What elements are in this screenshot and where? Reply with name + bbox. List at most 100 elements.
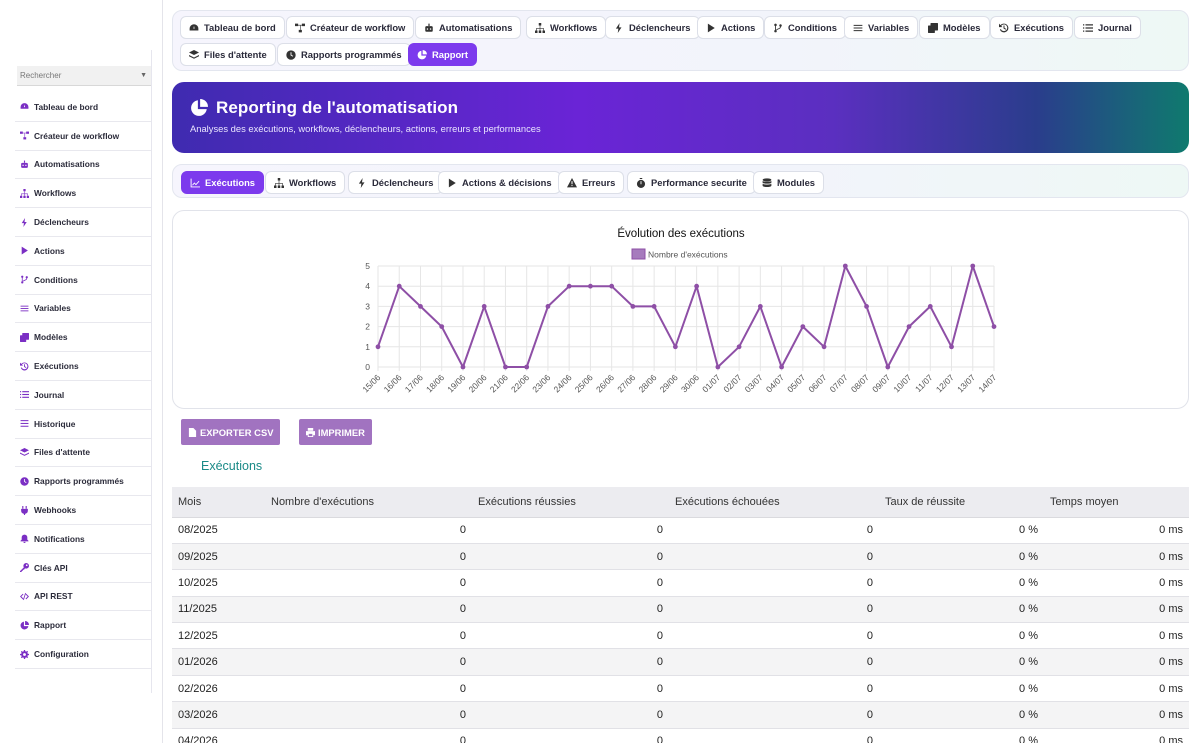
x-tick-label: 06/07 (806, 372, 828, 394)
sidebar-item-tableau-de-bord[interactable]: Tableau de bord (15, 93, 151, 122)
branch-icon (773, 23, 783, 33)
sidebar-item-cles-api[interactable]: Clés API (15, 554, 151, 583)
sidebar-search-select[interactable]: Rechercher ▼ (17, 66, 151, 86)
sidebar-item-label: Automatisations (34, 159, 100, 170)
tab-conditions[interactable]: Conditions (764, 16, 846, 39)
table-cell: 0 (669, 543, 879, 571)
column-header[interactable]: Exécutions échouées (669, 487, 879, 518)
sidebar-item-createur-de-workflow[interactable]: Créateur de workflow (15, 122, 151, 151)
sidebar-item-automatisations[interactable]: Automatisations (15, 151, 151, 180)
column-header[interactable]: Exécutions réussies (472, 487, 669, 518)
tab-tableau-de-bord[interactable]: Tableau de bord (180, 16, 285, 39)
branch-icon (19, 274, 30, 285)
tab-files-d-attente[interactable]: Files d'attente (180, 43, 276, 66)
table-cell: 0 % (879, 728, 1044, 743)
table-row: 04/2026 0 0 0 0 % 0 ms (172, 728, 1189, 743)
tab-workflows[interactable]: Workflows (526, 16, 607, 39)
clock-icon (286, 49, 296, 60)
sidebar-item-journal[interactable]: Journal (15, 381, 151, 410)
sidebar-item-webhooks[interactable]: Webhooks (15, 496, 151, 525)
sidebar-item-variables[interactable]: Variables (15, 295, 151, 324)
tab-label: Rapports programmés (301, 49, 402, 60)
column-header[interactable]: Temps moyen (1044, 487, 1189, 518)
sidebar-item-api-rest[interactable]: API REST (15, 583, 151, 612)
tab-declencheurs[interactable]: Déclencheurs (605, 16, 700, 39)
report-tab-erreurs[interactable]: Erreurs (558, 171, 625, 194)
sidebar-item-modeles[interactable]: Modèles (15, 323, 151, 353)
x-tick-label: 10/07 (891, 372, 913, 394)
x-tick-label: 22/06 (509, 372, 531, 394)
report-tab-actions-decisions[interactable]: Actions & décisions (438, 171, 561, 194)
sidebar-item-executions[interactable]: Exécutions (15, 352, 151, 381)
sidebar-item-declencheurs[interactable]: Déclencheurs (15, 208, 151, 237)
sidebar-search-placeholder: Rechercher (20, 71, 62, 80)
tab-label: Conditions (788, 22, 837, 33)
sliders-icon (19, 303, 30, 314)
table-cell: 0 (669, 596, 879, 624)
column-header[interactable]: Mois (172, 487, 265, 518)
x-tick-label: 12/07 (934, 372, 956, 394)
sidebar-item-files-d-attente[interactable]: Files d'attente (15, 439, 151, 468)
tab-label: Workflows (550, 22, 598, 33)
sidebar-item-notifications[interactable]: Notifications (15, 525, 151, 554)
sidebar-item-rapports-programmes[interactable]: Rapports programmés (15, 467, 151, 497)
tab-createur-de-workflow[interactable]: Créateur de workflow (286, 16, 415, 39)
sidebar-item-workflows[interactable]: Workflows (15, 179, 151, 209)
tab-actions[interactable]: Actions (697, 16, 765, 39)
x-tick-label: 28/06 (636, 372, 658, 394)
sidebar-item-actions[interactable]: Actions (15, 237, 151, 266)
tab-rapports-programmes[interactable]: Rapports programmés (277, 43, 411, 66)
clock-icon (19, 476, 30, 487)
flow-icon (295, 23, 305, 33)
y-tick-label: 5 (365, 261, 370, 271)
column-header[interactable]: Taux de réussite (879, 487, 1044, 518)
tab-modeles[interactable]: Modèles (919, 16, 990, 39)
table-row: 01/2026 0 0 0 0 % 0 ms (172, 648, 1189, 676)
sidebar-item-label: Créateur de workflow (34, 130, 120, 141)
sidebar-item-rapport[interactable]: Rapport (15, 611, 151, 641)
table-cell: 0 (265, 648, 472, 676)
sidebar-item-conditions[interactable]: Conditions (15, 266, 151, 295)
report-tab-label: Déclencheurs (372, 177, 434, 188)
tab-automatisations[interactable]: Automatisations (415, 16, 522, 39)
column-header[interactable]: Nombre d'exécutions (265, 487, 472, 518)
report-tab-performance-securite[interactable]: Performance securite (627, 171, 756, 194)
report-tab-label: Exécutions (205, 177, 256, 188)
table-cell: 08/2025 (172, 517, 265, 544)
tab-label: Modèles (943, 22, 981, 33)
tab-rapport[interactable]: Rapport (408, 43, 477, 66)
sidebar-item-configuration[interactable]: Configuration (15, 640, 151, 669)
report-tab-modules[interactable]: Modules (753, 171, 825, 194)
data-point (375, 344, 381, 350)
table-cell: 0 (669, 517, 879, 544)
sidebar-item-label: Files d'attente (34, 447, 90, 458)
export-csv-button[interactable]: EXPORTER CSV (181, 419, 281, 445)
table-cell: 01/2026 (172, 648, 265, 676)
sidebar-item-historique[interactable]: Historique (15, 410, 151, 439)
table-cell: 12/2025 (172, 622, 265, 650)
report-tab-workflows[interactable]: Workflows (265, 171, 346, 194)
tab-executions[interactable]: Exécutions (990, 16, 1074, 39)
table-cell: 0 (472, 675, 669, 703)
list-icon (1083, 23, 1093, 33)
data-point (503, 364, 508, 370)
table-row: 08/2025 0 0 0 0 % 0 ms (172, 517, 1189, 544)
report-tab-label: Modules (777, 177, 816, 188)
sidebar-item-label: Conditions (34, 274, 78, 285)
table-cell: 0 % (879, 648, 1044, 676)
x-tick-label: 03/07 (743, 372, 765, 394)
x-tick-label: 26/06 (594, 372, 616, 394)
tab-label: Automatisations (439, 22, 513, 33)
table-cell: 0 ms (1044, 596, 1189, 624)
x-tick-label: 20/06 (467, 372, 489, 394)
tab-variables[interactable]: Variables (844, 16, 919, 39)
layers-icon (189, 49, 199, 60)
tab-label: Créateur de workflow (310, 22, 406, 33)
report-tab-executions[interactable]: Exécutions (181, 171, 265, 194)
x-tick-label: 18/06 (424, 372, 446, 394)
table-cell: 10/2025 (172, 569, 265, 597)
tab-journal[interactable]: Journal (1074, 16, 1141, 39)
sidebar-item-label: Journal (34, 389, 65, 400)
report-tab-declencheurs[interactable]: Déclencheurs (348, 171, 443, 194)
print-button[interactable]: IMPRIMER (299, 419, 372, 445)
